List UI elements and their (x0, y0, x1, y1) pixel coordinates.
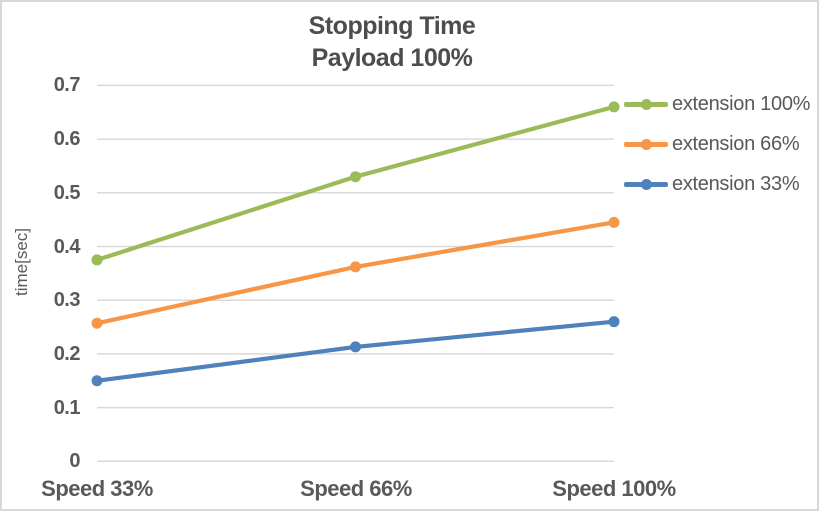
y-tick-label: 0.4 (53, 235, 81, 258)
data-point-extension-33--Speed-66- (350, 341, 361, 353)
legend-label: extension 66% (672, 132, 800, 155)
y-tick-label: 0.2 (53, 342, 81, 365)
chart-title-block: Stopping Time Payload 100% (97, 10, 687, 74)
data-point-extension-66--Speed-33- (91, 317, 103, 329)
legend-item: extension 33% (624, 172, 800, 195)
legend-label: extension 33% (672, 172, 800, 195)
y-tick-label: 0.6 (53, 128, 81, 151)
legend-series-marker-icon (624, 173, 668, 195)
chart-subtitle: Payload 100% (311, 44, 473, 72)
legend-item: extension 100% (624, 93, 810, 115)
y-tick-label: 0.5 (53, 181, 81, 204)
data-point-extension-33--Speed-100- (608, 316, 620, 328)
data-point-extension-100--Speed-33- (91, 254, 103, 266)
data-point-extension-100--Speed-66- (350, 171, 361, 183)
x-category-label: Speed 33% (41, 476, 153, 501)
legend-label: extension 100% (672, 92, 811, 115)
x-category-label: Speed 100% (552, 476, 676, 501)
series-line-extension-66- (94, 220, 617, 326)
data-point-extension-100--Speed-100- (608, 101, 620, 113)
data-point-extension-66--Speed-100- (608, 216, 620, 228)
chart-title: Stopping Time (308, 12, 476, 40)
data-point-extension-33--Speed-33- (91, 375, 103, 387)
y-tick-label: 0 (69, 450, 80, 473)
legend-item: extension 66% (624, 132, 800, 155)
y-tick-label: 0.3 (53, 289, 81, 312)
data-point-extension-66--Speed-66- (350, 261, 361, 273)
y-tick-label: 0.1 (53, 396, 81, 419)
x-category-label: Speed 66% (300, 476, 412, 501)
legend-series-marker-icon (624, 93, 668, 115)
legend-series-marker-icon (624, 133, 668, 155)
y-tick-label: 0.7 (53, 74, 81, 97)
